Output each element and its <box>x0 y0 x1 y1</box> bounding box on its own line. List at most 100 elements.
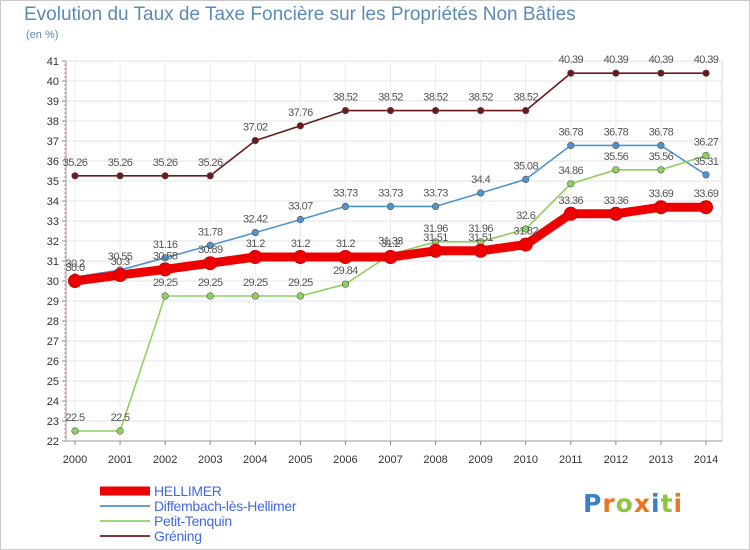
chart-axes: 22 23 24 25 26 27 28 29 30 31 32 33 34 35 36 37 38 39 40 41… <box>47 56 722 466</box>
data-label-hellimer: 30.89 <box>198 244 223 256</box>
data-point-diffembach-les-hellimer <box>206 241 214 249</box>
chart-series <box>68 69 713 435</box>
data-point-diffembach-les-hellimer <box>296 216 304 224</box>
data-point-hellimer <box>653 200 668 215</box>
data-label-diffembach-les-hellimer: 32.42 <box>243 214 268 226</box>
data-point-hellimer <box>563 206 578 221</box>
data-point-grening <box>386 106 395 115</box>
legend-label: Diffembach-lès-Hellimer <box>154 498 297 514</box>
y-tick-label: 33 <box>47 216 59 228</box>
data-label-petit-tenquin: 31.96 <box>468 223 493 235</box>
data-point-diffembach-les-hellimer <box>702 171 710 179</box>
data-point-hellimer <box>113 268 128 282</box>
x-tick-label: 2006 <box>333 454 357 466</box>
data-label-hellimer: 31.82 <box>513 226 538 238</box>
data-label-petit-tenquin: 29.25 <box>198 277 223 289</box>
data-point-petit-tenquin <box>657 166 665 174</box>
x-tick-label: 2007 <box>378 454 402 466</box>
data-point-hellimer <box>203 256 218 271</box>
y-tick-label: 22 <box>47 436 59 448</box>
data-label-diffembach-les-hellimer: 35.31 <box>694 156 719 168</box>
data-point-grening <box>206 172 214 180</box>
data-label-petit-tenquin: 32.6 <box>516 210 535 222</box>
data-label-diffembach-les-hellimer: 33.73 <box>423 187 448 199</box>
y-tick-label: 38 <box>47 116 59 128</box>
x-tick-label: 2011 <box>559 454 583 466</box>
data-point-diffembach-les-hellimer <box>567 141 575 149</box>
data-label-grening: 35.26 <box>108 157 133 169</box>
logo-letter: o <box>615 489 634 518</box>
data-label-diffembach-les-hellimer: 33.07 <box>288 201 313 213</box>
data-point-grening <box>612 69 620 77</box>
legend-label: Gréning <box>154 528 202 544</box>
logo-letter: x <box>633 489 651 518</box>
data-point-diffembach-les-hellimer <box>161 254 169 262</box>
legend-label: HELLIMER <box>154 483 222 499</box>
data-label-grening: 35.26 <box>153 157 178 169</box>
data-point-diffembach-les-hellimer <box>612 141 620 149</box>
data-label-petit-tenquin: 35.56 <box>649 151 674 163</box>
x-tick-label: 2000 <box>63 454 87 466</box>
data-label-petit-tenquin: 36.27 <box>694 137 719 149</box>
y-tick-label: 28 <box>47 316 59 328</box>
legend-label: Petit-Tenquin <box>154 513 232 529</box>
x-tick-label: 2008 <box>423 454 447 466</box>
chart-title: Evolution du Taux de Taxe Foncière sur l… <box>24 4 576 25</box>
y-tick-label: 34 <box>47 196 59 208</box>
data-point-petit-tenquin <box>522 225 530 233</box>
y-tick-label: 36 <box>47 156 59 168</box>
data-point-hellimer <box>248 250 263 264</box>
y-tick-label: 40 <box>47 76 59 88</box>
data-point-grening <box>702 69 710 77</box>
data-label-hellimer: 33.36 <box>559 195 584 207</box>
data-label-grening: 38.52 <box>468 92 493 104</box>
chart-data-labels: 35.26 35.26 35.26 35.26 37.02 37.76 38.52 38.52… <box>63 54 720 424</box>
y-tick-label: 35 <box>47 176 59 188</box>
data-point-diffembach-les-hellimer <box>477 189 485 197</box>
data-label-petit-tenquin: 31.96 <box>423 223 448 235</box>
data-point-diffembach-les-hellimer <box>251 229 259 237</box>
data-label-petit-tenquin: 29.25 <box>288 277 313 289</box>
data-label-hellimer: 31.2 <box>336 238 355 250</box>
data-label-diffembach-les-hellimer: 36.78 <box>559 126 584 138</box>
x-tick-label: 2001 <box>108 454 132 466</box>
data-label-grening: 38.52 <box>513 92 538 104</box>
logo-letter: t <box>660 489 674 518</box>
data-label-hellimer: 30.3 <box>111 256 130 268</box>
x-tick-label: 2014 <box>694 454 718 466</box>
data-label-diffembach-les-hellimer: 33.73 <box>333 187 358 199</box>
data-point-petit-tenquin <box>71 427 79 435</box>
y-tick-label: 26 <box>47 356 59 368</box>
data-label-hellimer: 31.51 <box>468 232 493 244</box>
data-point-petit-tenquin <box>296 292 304 300</box>
data-label-grening: 40.39 <box>649 54 674 66</box>
data-label-diffembach-les-hellimer: 34.4 <box>471 174 490 186</box>
data-point-grening <box>477 106 485 115</box>
data-label-petit-tenquin: 22.5 <box>65 412 84 424</box>
y-tick-label: 32 <box>47 236 59 248</box>
data-label-grening: 38.52 <box>423 92 448 104</box>
chart-legend: HELLIMERDiffembach-lès-HellimerPetit-Ten… <box>100 483 297 544</box>
logo-letter: i <box>651 489 661 518</box>
proxiti-logo: Proxiti <box>583 489 683 518</box>
data-label-hellimer: 31.51 <box>423 232 448 244</box>
data-point-diffembach-les-hellimer <box>341 202 350 210</box>
data-label-hellimer: 31.2 <box>381 238 400 250</box>
y-tick-label: 27 <box>47 336 59 348</box>
data-label-petit-tenquin: 31.33 <box>378 235 403 247</box>
data-label-grening: 37.76 <box>288 107 313 119</box>
data-point-hellimer <box>338 250 353 264</box>
x-tick-label: 2005 <box>288 454 312 466</box>
x-tick-label: 2009 <box>468 454 492 466</box>
data-label-diffembach-les-hellimer: 31.16 <box>153 239 178 251</box>
data-point-petit-tenquin <box>567 180 575 188</box>
y-tick-label: 23 <box>47 416 59 428</box>
logo-letter: P <box>583 489 603 518</box>
data-label-grening: 40.39 <box>559 54 584 66</box>
data-label-diffembach-les-hellimer: 35.08 <box>513 160 538 172</box>
data-point-grening <box>522 106 530 115</box>
data-point-diffembach-les-hellimer <box>657 141 665 149</box>
data-point-grening <box>71 172 79 180</box>
x-tick-label: 2004 <box>243 454 267 466</box>
data-label-grening: 40.39 <box>694 54 719 66</box>
